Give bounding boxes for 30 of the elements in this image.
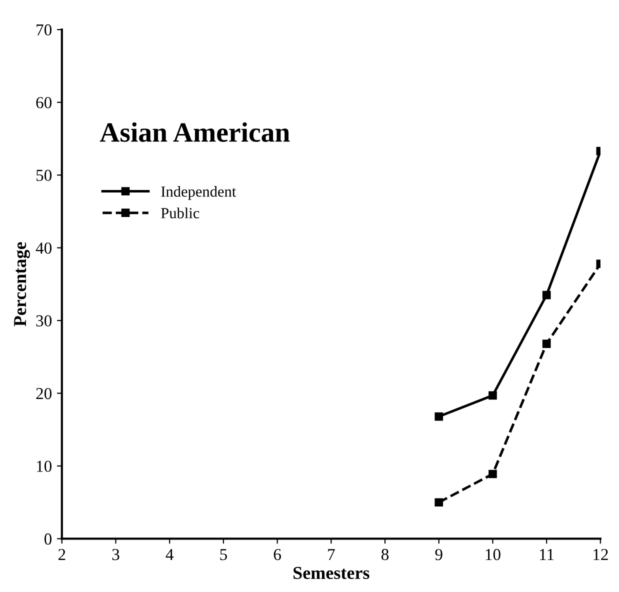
x-tick-label: 11 [540,549,554,560]
text: Asian American [100,122,290,142]
y-tick-label: 20 [36,388,52,400]
y-tick-label: 0 [44,533,52,545]
legend-label: Independent [161,186,236,200]
point [542,290,551,300]
x-tick-label: 12 [594,548,608,560]
x-tick-label: 3 [112,548,120,560]
y-tick-label: 60 [36,97,52,108]
x-tick-label: 5 [220,549,227,560]
y-axis-title: Percentage [14,242,30,326]
point [488,391,497,400]
y-tick-label: 40 [36,242,52,254]
x-tick-label: 4 [166,549,174,560]
x-tick-label: 8 [381,548,389,560]
y-tick-label: 70 [36,24,52,36]
y-tick-label: 10 [36,460,52,472]
point [434,498,444,507]
y-tick-label: 30 [36,315,52,326]
legend-label: Public [161,208,200,218]
point [488,470,497,478]
x-tick-label: 10 [486,548,500,560]
x-tick-label: 7 [328,549,335,560]
x-tick-label: 6 [274,548,281,560]
x-tick-label: 9 [435,548,442,560]
x-tick-label: 2 [58,548,66,560]
point [542,340,551,348]
x-axis-title: Semesters [294,566,370,580]
y-tick-label: 50 [36,170,52,182]
point [434,412,444,421]
